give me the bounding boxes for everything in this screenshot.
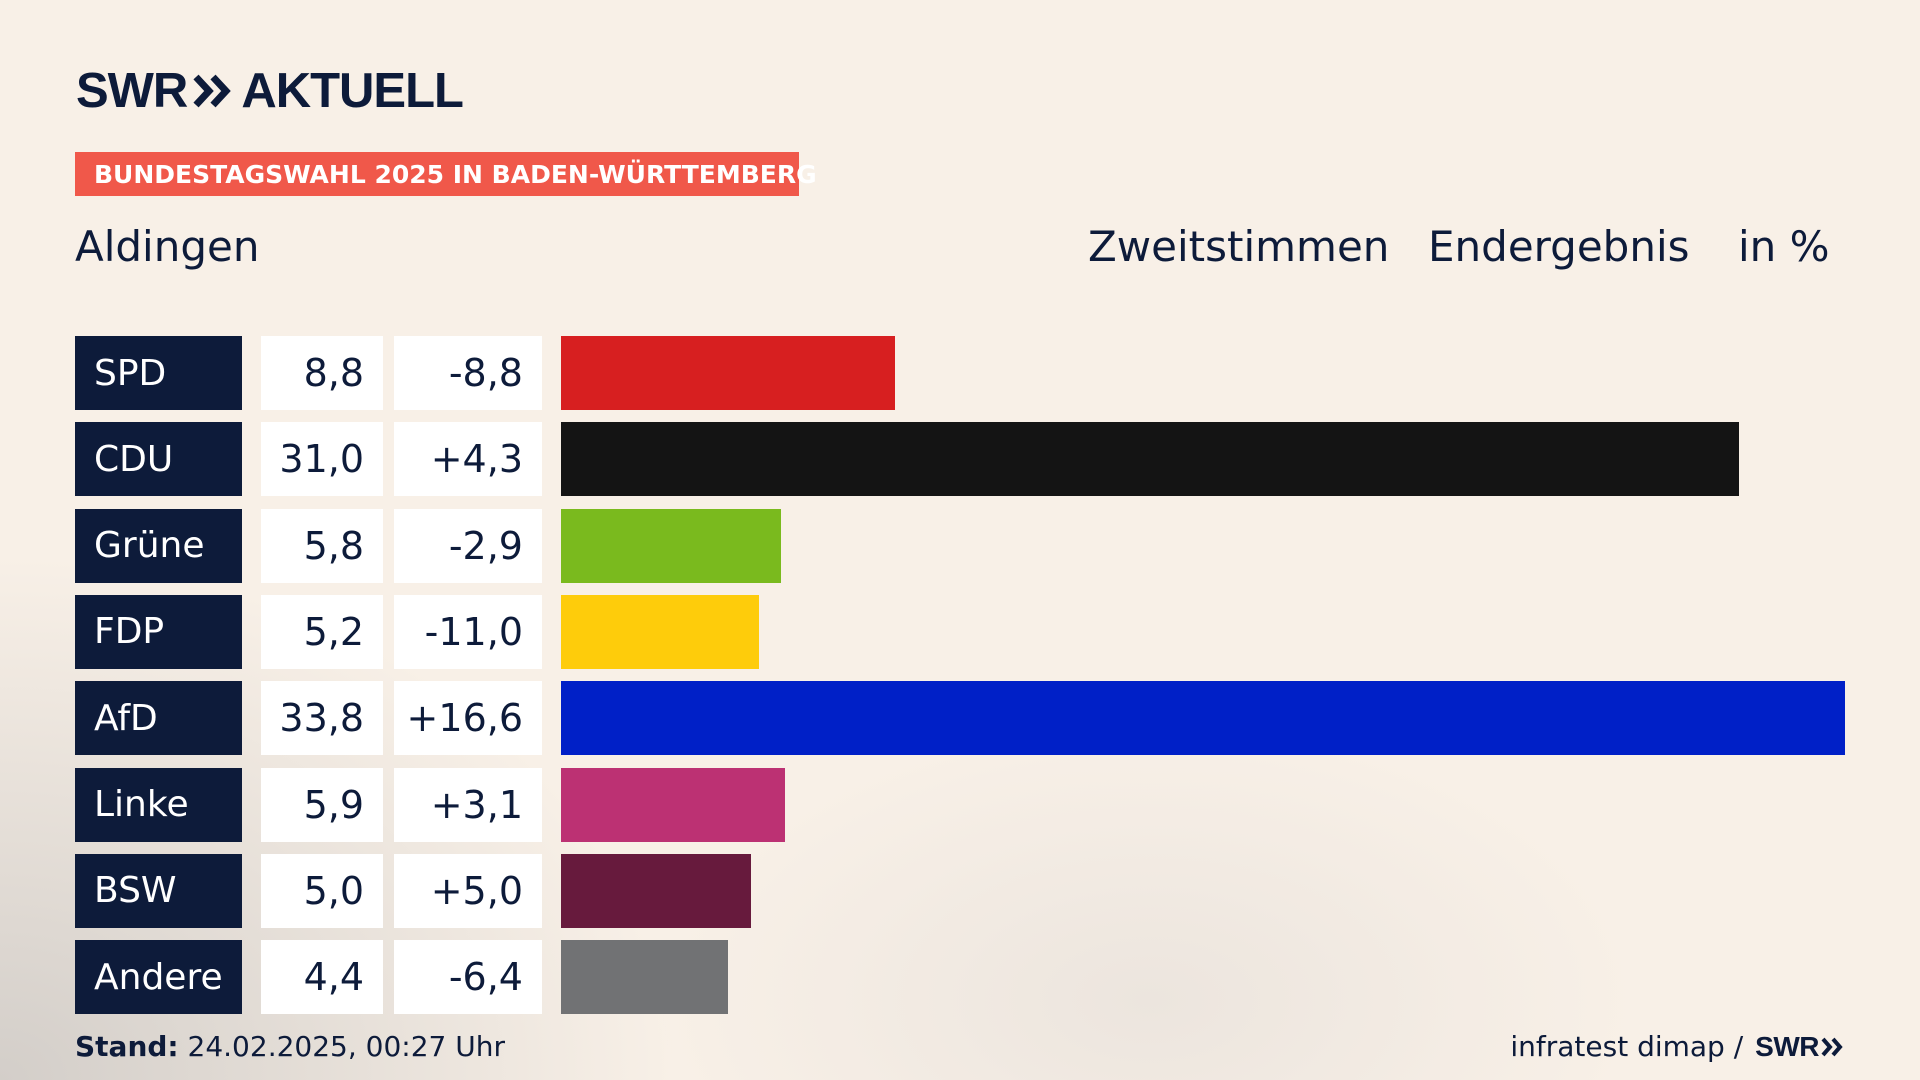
header-endergebnis: Endergebnis bbox=[1428, 222, 1690, 271]
result-bar bbox=[561, 594, 759, 669]
change-label: +4,3 bbox=[394, 422, 542, 497]
value-label: 8,8 bbox=[261, 336, 383, 410]
result-bar bbox=[561, 508, 782, 583]
result-row: FDP 5,2 -11,0 bbox=[0, 594, 1920, 669]
party-label: FDP bbox=[75, 594, 242, 669]
value-label: 31,0 bbox=[261, 422, 383, 497]
result-row: Andere 4,4 -6,4 bbox=[0, 940, 1920, 1015]
change-label: +3,1 bbox=[394, 767, 542, 842]
result-bar bbox=[561, 767, 786, 842]
source-credit: infratest dimap / SWR bbox=[1510, 1030, 1845, 1063]
swr-small-logo: SWR bbox=[1755, 1031, 1845, 1063]
place-name: Aldingen bbox=[75, 222, 260, 271]
stand-label: Stand: bbox=[75, 1030, 179, 1063]
logo-swr-text: SWR bbox=[76, 63, 188, 118]
result-row: Linke 5,9 +3,1 bbox=[0, 767, 1920, 842]
party-label: Linke bbox=[75, 767, 242, 842]
value-label: 5,8 bbox=[261, 508, 383, 583]
result-row: AfD 33,8 +16,6 bbox=[0, 681, 1920, 756]
change-label: -8,8 bbox=[394, 336, 542, 410]
change-label: -2,9 bbox=[394, 508, 542, 583]
result-row: SPD 8,8 -8,8 bbox=[0, 336, 1920, 410]
double-chevron-icon bbox=[193, 74, 232, 108]
result-bar bbox=[561, 681, 1845, 756]
value-label: 5,0 bbox=[261, 853, 383, 928]
value-label: 4,4 bbox=[261, 940, 383, 1015]
party-label: Grüne bbox=[75, 508, 242, 583]
small-double-chevron-icon bbox=[1821, 1037, 1843, 1056]
value-label: 5,9 bbox=[261, 767, 383, 842]
result-bar bbox=[561, 422, 1739, 497]
change-label: +5,0 bbox=[394, 853, 542, 928]
source-text: infratest dimap / bbox=[1510, 1030, 1744, 1063]
election-badge: BUNDESTAGSWAHL 2025 IN BADEN-WÜRTTEMBERG bbox=[75, 152, 817, 196]
swr-aktuell-logo: SWR AKTUELL bbox=[76, 63, 464, 118]
result-row: Grüne 5,8 -2,9 bbox=[0, 508, 1920, 583]
change-label: -6,4 bbox=[394, 940, 542, 1015]
header-zweitstimmen: Zweitstimmen bbox=[1088, 222, 1390, 271]
party-label: BSW bbox=[75, 853, 242, 928]
result-bar bbox=[561, 853, 751, 928]
result-row: CDU 31,0 +4,3 bbox=[0, 422, 1920, 497]
stand-value: 24.02.2025, 00:27 Uhr bbox=[187, 1030, 505, 1063]
change-label: -11,0 bbox=[394, 594, 542, 669]
value-label: 33,8 bbox=[261, 681, 383, 756]
timestamp: Stand: 24.02.2025, 00:27 Uhr bbox=[75, 1030, 505, 1063]
party-label: CDU bbox=[75, 422, 242, 497]
header-unit: in % bbox=[1738, 222, 1830, 271]
party-label: SPD bbox=[75, 336, 242, 410]
party-label: Andere bbox=[75, 940, 242, 1015]
result-bar bbox=[561, 940, 729, 1015]
value-label: 5,2 bbox=[261, 594, 383, 669]
result-bar bbox=[561, 336, 896, 410]
party-label: AfD bbox=[75, 681, 242, 756]
swr-small-text: SWR bbox=[1755, 1030, 1819, 1062]
result-row: BSW 5,0 +5,0 bbox=[0, 853, 1920, 928]
logo-aktuell-text: AKTUELL bbox=[241, 63, 464, 118]
change-label: +16,6 bbox=[394, 681, 542, 756]
